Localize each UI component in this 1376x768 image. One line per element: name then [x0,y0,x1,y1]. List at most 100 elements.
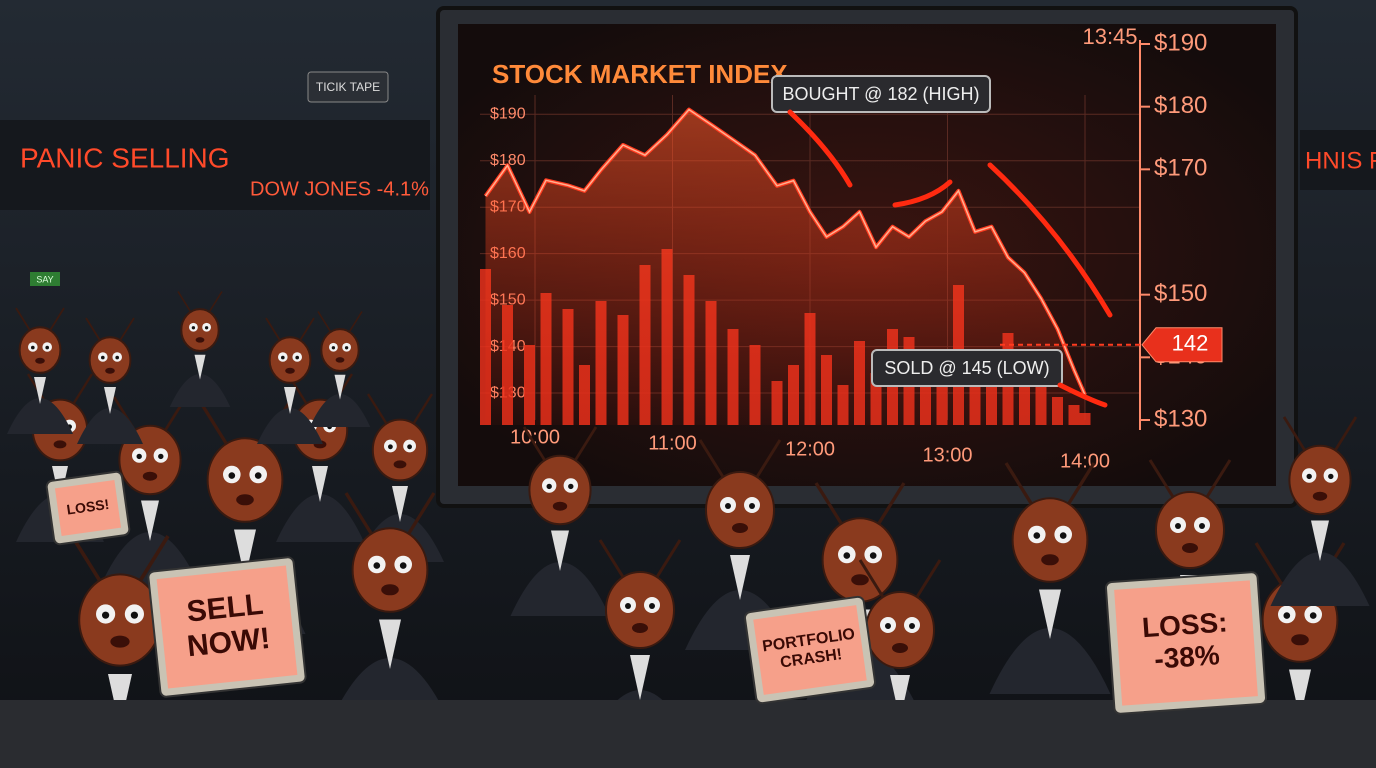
arrow [787,109,853,188]
ant-pupil [407,444,412,450]
ant-head [371,418,429,482]
ant-pupil [546,483,552,490]
ant-pupil [204,326,209,330]
ant-head [605,571,675,649]
ant-mouth [53,440,67,449]
ant-head [18,326,62,374]
ant-pupil [1033,532,1041,539]
ant-mouth [552,501,568,511]
ant-mouth [335,357,345,363]
ant-body [276,494,364,542]
ant-shirt [890,675,910,720]
ant-shirt [34,377,46,404]
y2-tick-label: $170 [1154,155,1207,182]
ant-shirt [1039,589,1061,639]
ant-mouth [285,367,295,374]
ant-mouth [142,471,158,481]
x-tick-label: 12:00 [785,438,835,460]
ant-head [1155,491,1225,569]
ant-shirt [194,354,206,380]
ant-body [989,628,1111,694]
ant-pupil [130,611,138,619]
left-balcony [0,120,430,210]
ant-pupil [136,453,142,460]
monitor-text: LOSS! [66,496,111,518]
ant-mouth [236,494,254,506]
ant-pupil [45,345,49,350]
ant-head [528,454,592,526]
ant-pupil [254,472,262,479]
ant-body [169,374,231,407]
y2-tick-label: $180 [1154,92,1207,119]
ant-shirt [392,486,408,522]
ant-body [1270,552,1370,606]
ant-body [510,562,610,616]
ant-pupil [388,444,393,450]
ant-head [705,471,775,549]
ant-pupil [373,562,381,569]
ant-pupil [843,552,851,559]
ant-mouth [851,574,869,586]
arrow [987,162,1113,318]
ant-mouth [1291,634,1309,646]
tape-sign: TICIK TAPE [316,80,380,94]
ant-pupil [331,346,336,350]
right-balcony [1300,130,1376,190]
annotation-box [771,75,991,113]
ant-shirt [141,500,159,541]
ant-shirt [284,387,296,414]
ant-body [77,408,143,444]
monitor: LOSS:-38% [1104,571,1268,715]
ant-pupil [725,503,731,509]
small-sign-box [30,272,60,286]
x-tick-label: 14:00 [1060,450,1110,472]
ant-shirt [630,655,650,700]
monitor-text: -38% [1153,639,1220,674]
ant-pupil [158,453,164,460]
y2-tick-label: $130 [1154,405,1207,432]
chart: $130$140$150$160$170$180$19010:0011:0012… [480,29,1223,472]
ticker: DOW JONES -4.1% [250,178,429,200]
ant-pupil [102,611,110,619]
ant-mouth [632,623,648,633]
ant-shirt [379,619,401,669]
right-sign: HNIS F [1305,147,1376,174]
ant-body [257,408,323,444]
ant-pupil [625,603,631,609]
ant-shirt [730,555,750,600]
left-sign: PANIC SELLING [20,142,230,173]
ant-shirt [234,529,256,579]
clock: 13:45 [1082,24,1137,49]
arrow [1057,382,1108,408]
ant-pupil [1309,612,1317,619]
monitor-screen [753,605,867,695]
ant-mouth [105,367,115,374]
current-price-tag [1141,327,1223,363]
arrow [892,179,953,208]
ant-head [180,308,220,352]
ant-shirt [1311,520,1329,561]
y-tick-label: $190 [490,106,526,123]
ant-mouth [381,584,399,596]
annotation: BOUGHT @ 182 (HIGH) [783,84,980,104]
ant-pupil [399,562,407,569]
ant-mouth [1182,543,1198,553]
ant-mouth [393,460,407,469]
ant-pupil [1283,612,1291,619]
monitor: LOSS! [45,470,131,546]
ant-head [351,527,429,613]
ant-head [1011,497,1089,583]
ant-body [309,394,371,427]
x-tick-label: 11:00 [648,432,697,454]
small-sign: SAY [36,274,53,284]
ant-head [320,328,360,372]
ant-shirt [551,530,569,571]
ant-head [88,336,132,384]
ant-pupil [31,345,35,350]
ant-mouth [35,357,45,364]
ant-pupil [1328,473,1334,480]
y-tick-label: $180 [490,152,526,169]
